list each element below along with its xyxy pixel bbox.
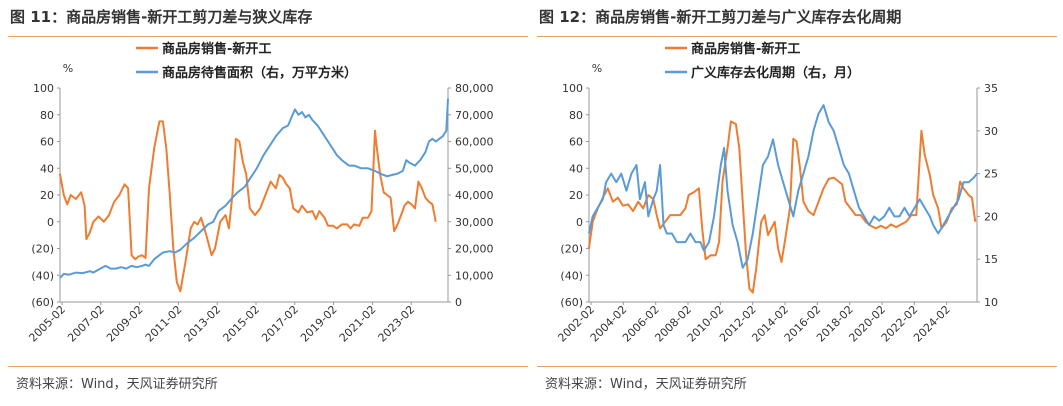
x-tick-label: 2007-02 (65, 303, 107, 345)
y-right-tick-label: 25 (984, 168, 998, 181)
figure-11-panel: 图 11：商品房销售-新开工剪刀差与狭义库存 % 100 80 60 40 20 0 (20)… (8, 0, 528, 406)
x-tick-label: 2017-02 (259, 303, 301, 345)
y-right-tick-label: 70,000 (455, 109, 494, 122)
y-right-tick-label: 15 (984, 253, 998, 266)
figure-title: 图 12：商品房销售-新开工剪刀差与广义库存去化周期 (539, 8, 902, 26)
y-left-tick-label: (20) (560, 243, 583, 256)
figure-12-chart: %100806040200(20)(40)(60)353025201510200… (555, 41, 998, 345)
x-tick-label: 2013-02 (182, 303, 224, 345)
y-right-tick-label: 35 (984, 82, 998, 95)
y-left-tick-label: 100 (33, 82, 54, 95)
y-left-tick-label: 80 (40, 109, 54, 122)
y-left-tick-label: 0 (576, 216, 583, 229)
x-tick-label: 2021-02 (337, 303, 379, 345)
title-rule (8, 36, 528, 37)
y-left-tick-label: (40) (31, 269, 54, 282)
x-tick-label: 2019-02 (298, 303, 340, 345)
source-rule (537, 366, 1057, 367)
x-tick-label: 2015-02 (220, 303, 262, 345)
source-note: 资料来源：Wind，天风证券研究所 (16, 377, 218, 392)
y-right-tick-label: 20,000 (455, 243, 494, 256)
y-right-tick-label: 10,000 (455, 269, 494, 282)
y-left-tick-label: 80 (569, 109, 583, 122)
y-left-tick-label: 20 (569, 189, 583, 202)
series-line-inventory (587, 104, 978, 269)
y-right-tick-label: 30,000 (455, 216, 494, 229)
y-left-tick-label: 40 (569, 162, 583, 175)
legend-label: 商品房销售-新开工 (691, 41, 800, 57)
legend-label: 商品房销售-新开工 (162, 41, 271, 57)
y-right-tick-label: 50,000 (455, 162, 494, 175)
y-unit-label: % (63, 62, 73, 75)
title-rule (537, 36, 1057, 37)
x-tick-label: 2023-02 (376, 303, 418, 345)
x-tick-label: 2011-02 (143, 303, 185, 345)
series-line-sales-minus-starts (587, 120, 977, 294)
legend-label: 商品房待售面积（右，万平方米） (162, 65, 357, 81)
y-right-tick-label: 40,000 (455, 189, 494, 202)
figure-title: 图 11：商品房销售-新开工剪刀差与狭义库存 (10, 8, 313, 26)
y-left-tick-label: 40 (40, 162, 54, 175)
x-tick-label: 2005-02 (26, 303, 68, 345)
y-left-tick-label: (60) (31, 296, 54, 309)
legend-label: 广义库存去化周期（右，月） (691, 65, 860, 81)
y-left-tick-label: 20 (40, 189, 54, 202)
y-left-tick-label: 60 (40, 136, 54, 149)
y-left-tick-label: 0 (47, 216, 54, 229)
y-left-tick-label: 100 (562, 82, 583, 95)
y-unit-label: % (592, 62, 602, 75)
y-right-tick-label: 10 (984, 296, 998, 309)
source-note: 资料来源：Wind，天风证券研究所 (545, 377, 747, 392)
y-right-tick-label: 60,000 (455, 136, 494, 149)
figure-11-chart: % 100 80 60 40 20 0 (20) (40) (60) 80,000 70,000 60,… (26, 41, 494, 345)
figure-12-panel: 图 12：商品房销售-新开工剪刀差与广义库存去化周期 % 100 80 60 40 20 0… (537, 0, 1057, 406)
source-rule (8, 366, 528, 367)
series-line-sales-minus-starts (58, 120, 437, 293)
y-left-tick-label: 60 (569, 136, 583, 149)
y-right-tick-label: 80,000 (455, 82, 494, 95)
y-left-tick-label: (20) (31, 243, 54, 256)
y-right-tick-label: 20 (984, 210, 998, 223)
y-left-tick-label: (60) (560, 296, 583, 309)
series-line-inventory (59, 98, 449, 279)
y-left-tick-label: (40) (560, 269, 583, 282)
x-tick-label: 2009-02 (104, 303, 146, 345)
y-right-tick-label: 30 (984, 125, 998, 138)
y-right-tick-label: 0 (455, 296, 462, 309)
